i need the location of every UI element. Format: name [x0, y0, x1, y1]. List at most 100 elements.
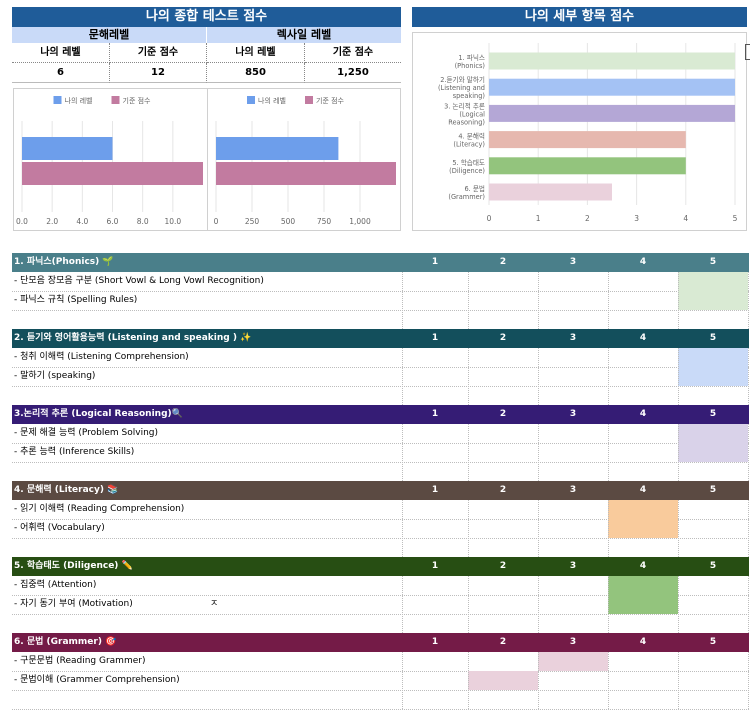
- column-divider: [402, 272, 403, 329]
- legend-label: 나의 레벨: [258, 96, 286, 105]
- legend-swatch: [111, 96, 120, 104]
- item-label[interactable]: - 말하기 (speaking): [14, 371, 96, 381]
- lexile-chart[interactable]: 나의 레벨 기준 점수 0 250 500 750 1,000: [207, 88, 401, 231]
- legend-swatch: [53, 96, 62, 104]
- column-divider: [748, 500, 749, 557]
- item-label[interactable]: - 파닉스 규칙 (Spelling Rules): [14, 295, 138, 305]
- legend-label: 기준 점수: [123, 96, 152, 105]
- row-divider: [12, 614, 749, 615]
- section-header-3[interactable]: 3.논리적 추론 (Logical Reasoning)🔍 1 2 3 4 5: [12, 405, 749, 424]
- tick-label: 3: [634, 214, 639, 223]
- score-column-5: 5: [709, 561, 717, 571]
- score-fill[interactable]: [678, 424, 748, 443]
- lexile-my-level-value[interactable]: 850: [207, 63, 305, 83]
- lexile-my-level-label: 나의 레벨: [207, 43, 305, 63]
- row-divider: [12, 690, 749, 691]
- legend-swatch: [247, 96, 255, 104]
- bar-standard: [216, 162, 396, 185]
- score-fill[interactable]: [608, 500, 678, 519]
- score-column-3: 3: [569, 485, 577, 495]
- item-label[interactable]: - 구문문법 (Reading Grammer): [14, 656, 146, 666]
- score-column-5: 5: [709, 333, 717, 343]
- row-divider: [12, 443, 749, 444]
- score-fill[interactable]: [608, 519, 678, 538]
- item-note[interactable]: ㅈ: [210, 599, 219, 609]
- score-column-4: 4: [639, 257, 647, 267]
- column-divider: [538, 272, 539, 329]
- bar-standard: [22, 162, 203, 185]
- score-fill[interactable]: [678, 348, 748, 367]
- score-fill[interactable]: [678, 367, 748, 386]
- row-divider: [12, 671, 749, 672]
- score-fill[interactable]: [678, 443, 748, 462]
- score-column-5: 5: [709, 485, 717, 495]
- score-column-4: 4: [639, 409, 647, 419]
- tick-label: 4.0: [76, 217, 88, 226]
- item-label[interactable]: - 문법이해 (Grammer Comprehension): [14, 675, 180, 685]
- item-label[interactable]: - 단모음 장모음 구분 (Short Vowl & Long Vowl Rec…: [14, 276, 264, 286]
- column-divider: [468, 348, 469, 405]
- literacy-chart[interactable]: 나의 레벨 기준 점수 0.0 2.0 4.0 6.0 8.0 10.0: [13, 88, 208, 231]
- column-divider: [608, 652, 609, 709]
- score-fill[interactable]: [678, 291, 748, 310]
- column-divider: [678, 576, 679, 633]
- score-column-3: 3: [569, 561, 577, 571]
- tick-label: 500: [281, 217, 296, 226]
- legend-label: 나의 레벨: [65, 96, 93, 105]
- detail-chart-svg: 0 1 2 3 4 5 1. 파닉스(Phonics) 2.듣기와 말하기(Listening…: [438, 43, 738, 223]
- score-column-2: 2: [499, 637, 507, 647]
- summary-title: 나의 종합 테스트 점수: [12, 7, 401, 27]
- bar-my-level: [216, 137, 339, 160]
- section-header-2[interactable]: 2. 듣기와 영어활용능력 (Listening and speaking ) …: [12, 329, 749, 348]
- category-label: 6. 문법: [464, 184, 485, 193]
- section-header-4[interactable]: 4. 문해력 (Literacy) 📚 1 2 3 4 5: [12, 481, 749, 500]
- item-label[interactable]: - 집중력 (Attention): [14, 580, 97, 590]
- item-label[interactable]: - 자기 동기 부여 (Motivation): [14, 599, 133, 609]
- score-column-3: 3: [569, 409, 577, 419]
- literacy-standard-label: 기준 점수: [110, 43, 207, 63]
- tick-label: 750: [317, 217, 332, 226]
- row-divider: [12, 462, 749, 463]
- literacy-my-level-value[interactable]: 6: [12, 63, 110, 83]
- tick-label: 10.0: [164, 217, 181, 226]
- score-column-2: 2: [499, 485, 507, 495]
- score-fill[interactable]: [468, 671, 538, 690]
- score-column-3: 3: [569, 637, 577, 647]
- score-fill[interactable]: [608, 595, 678, 614]
- lexile-standard-value[interactable]: 1,250: [305, 63, 401, 83]
- score-fill[interactable]: [608, 576, 678, 595]
- tick-label: 8.0: [137, 217, 149, 226]
- section-header-6[interactable]: 6. 문법 (Grammer) 🎯 1 2 3 4 5: [12, 633, 749, 652]
- section-title: 2. 듣기와 영어활용능력 (Listening and speaking ) …: [14, 333, 252, 343]
- column-divider: [608, 272, 609, 329]
- column-divider: [608, 424, 609, 481]
- literacy-level-header: 문해레벨: [12, 27, 207, 43]
- item-label[interactable]: - 추론 능력 (Inference Skills): [14, 447, 135, 457]
- item-label[interactable]: - 읽기 이해력 (Reading Comprehension): [14, 504, 185, 514]
- column-divider: [538, 652, 539, 709]
- column-divider: [402, 500, 403, 557]
- score-fill[interactable]: [538, 652, 608, 671]
- column-divider: [608, 500, 609, 557]
- detail-chart[interactable]: 0 1 2 3 4 5 1. 파닉스 (Phonics) 2.듣기와 말하기 (Listening…: [412, 32, 747, 231]
- category-label: 2.듣기와 말하기: [440, 75, 485, 84]
- item-label[interactable]: - 어휘력 (Vocabulary): [14, 523, 105, 533]
- bar-item-3: [489, 104, 735, 122]
- score-column-5: 5: [709, 257, 717, 267]
- literacy-chart-svg: 나의 레벨 기준 점수 0.0 2.0 4.0 6.0 8.0 10.0: [16, 96, 203, 226]
- score-column-4: 4: [639, 637, 647, 647]
- row-divider: [12, 310, 749, 311]
- bar-item-4: [489, 131, 686, 149]
- score-fill[interactable]: [678, 272, 748, 291]
- section-header-1[interactable]: 1. 파닉스(Phonics) 🌱 1 2 3 4 5: [12, 253, 749, 272]
- literacy-standard-value[interactable]: 12: [110, 63, 207, 83]
- section-header-5[interactable]: 5. 학습태도 (Diligence) ✏️ 1 2 3 4 5: [12, 557, 749, 576]
- score-column-3: 3: [569, 257, 577, 267]
- item-label[interactable]: - 문제 해결 능력 (Problem Solving): [14, 428, 159, 438]
- item-label[interactable]: - 청취 이해력 (Listening Comprehension): [14, 352, 189, 362]
- score-column-4: 4: [639, 485, 647, 495]
- resize-handle[interactable]: [745, 44, 750, 60]
- row-divider: [12, 538, 749, 539]
- score-column-2: 2: [499, 257, 507, 267]
- category-label: (Diligence): [449, 167, 485, 175]
